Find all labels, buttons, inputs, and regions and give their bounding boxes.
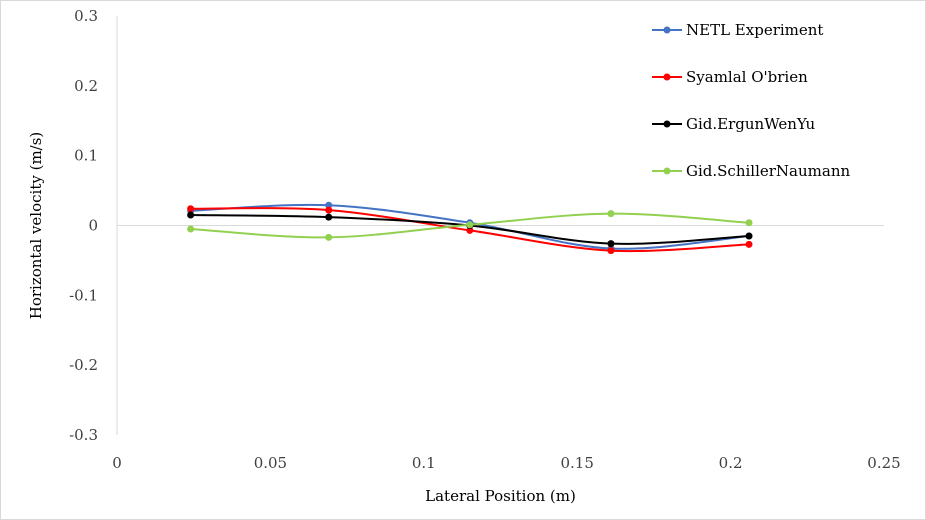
data-point-gid-schillernaumann <box>325 233 333 241</box>
y-tick-label: 0.2 <box>74 77 98 95</box>
axes <box>116 16 884 435</box>
x-tick-label: 0.15 <box>560 454 593 472</box>
data-point-gid-ergunwenyu <box>187 211 195 219</box>
legend-label: Gid.ErgunWenYu <box>686 115 816 133</box>
x-tick-label: 0.1 <box>412 454 436 472</box>
data-point-netl-experiment <box>325 201 333 209</box>
data-point-gid-ergunwenyu <box>607 240 615 248</box>
y-tick-label: 0 <box>88 217 98 235</box>
y-tick-label: -0.3 <box>69 426 98 444</box>
legend-label: NETL Experiment <box>686 21 823 39</box>
x-tick-label: 0 <box>112 454 122 472</box>
data-point-gid-ergunwenyu <box>745 232 753 240</box>
legend: NETL Experiment Syamlal O'brien Gid.ErgunW… <box>652 21 850 180</box>
data-point-syamlal-o-brien <box>466 226 474 234</box>
series-markers <box>187 201 753 255</box>
x-tick-label: 0.05 <box>254 454 287 472</box>
tick-labels: 0.3 0.2 0.1 0 -0.1 -0.2 -0.3 0 0.05 0.1 0.15 0.2 0.2… <box>69 7 901 472</box>
legend-label: Syamlal O'brien <box>686 68 808 86</box>
data-point-gid-schillernaumann <box>187 225 195 233</box>
data-point-syamlal-o-brien <box>607 247 615 255</box>
data-point-syamlal-o-brien <box>187 205 195 213</box>
x-tick-label: 0.25 <box>867 454 900 472</box>
legend-swatch-marker <box>663 120 671 128</box>
y-tick-label: 0.1 <box>74 147 98 165</box>
data-point-syamlal-o-brien <box>325 206 333 214</box>
y-tick-label: -0.1 <box>69 286 98 304</box>
y-tick-label: 0.3 <box>74 7 98 25</box>
x-axis-title: Lateral Position (m) <box>425 487 576 505</box>
data-point-gid-schillernaumann <box>745 219 753 227</box>
legend-swatch-marker <box>663 26 671 34</box>
x-tick-label: 0.2 <box>719 454 743 472</box>
data-point-syamlal-o-brien <box>745 240 753 248</box>
y-axis-title: Horizontal velocity (m/s) <box>27 132 45 320</box>
data-point-gid-ergunwenyu <box>325 213 333 221</box>
legend-swatch-marker <box>663 73 671 81</box>
legend-label: Gid.SchillerNaumann <box>686 162 850 180</box>
legend-swatch-marker <box>663 167 671 175</box>
data-point-gid-schillernaumann <box>607 210 615 218</box>
data-point-gid-schillernaumann <box>466 221 474 229</box>
y-tick-label: -0.2 <box>69 356 98 374</box>
